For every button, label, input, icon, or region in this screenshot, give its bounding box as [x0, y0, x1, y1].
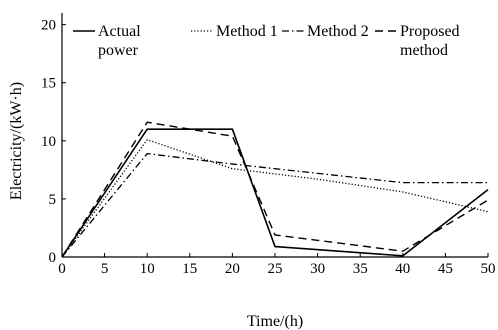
series-line-1 — [61, 128, 489, 258]
x-tick-label-15: 15 — [182, 261, 197, 277]
legend-label-4-line-2: method — [400, 42, 448, 59]
x-tick-label-20: 20 — [225, 261, 240, 277]
series-line-4 — [61, 121, 489, 258]
legend-label-4-line-1: Proposed — [400, 23, 460, 40]
legend-label-1-line-2: power — [98, 42, 139, 59]
legend-label-3-line-1: Method 2 — [307, 23, 369, 40]
x-tick-label-45: 45 — [438, 261, 453, 277]
legend-label-1-line-1: Actual — [98, 23, 141, 40]
y-axis-title: Electricity/(kW·h) — [8, 82, 25, 200]
x-tick-label-30: 30 — [310, 261, 325, 277]
x-tick-label-10: 10 — [140, 261, 155, 277]
x-axis-title: Time/(h) — [247, 313, 303, 330]
x-tick-label-0: 0 — [58, 261, 66, 277]
y-tick-label-10: 10 — [41, 134, 56, 150]
x-tick-label-40: 40 — [395, 261, 410, 277]
y-tick-label-20: 20 — [41, 18, 56, 34]
series-line-3 — [61, 152, 488, 258]
legend-label-2-line-1: Method 1 — [216, 23, 278, 40]
x-tick-label-5: 5 — [101, 261, 109, 277]
x-tick-label-35: 35 — [353, 261, 368, 277]
x-tick-label-50: 50 — [481, 261, 496, 277]
y-tick-label-15: 15 — [41, 76, 56, 92]
y-tick-label-0: 0 — [49, 250, 57, 266]
y-tick-label-5: 5 — [49, 192, 57, 208]
x-tick-label-25: 25 — [268, 261, 283, 277]
